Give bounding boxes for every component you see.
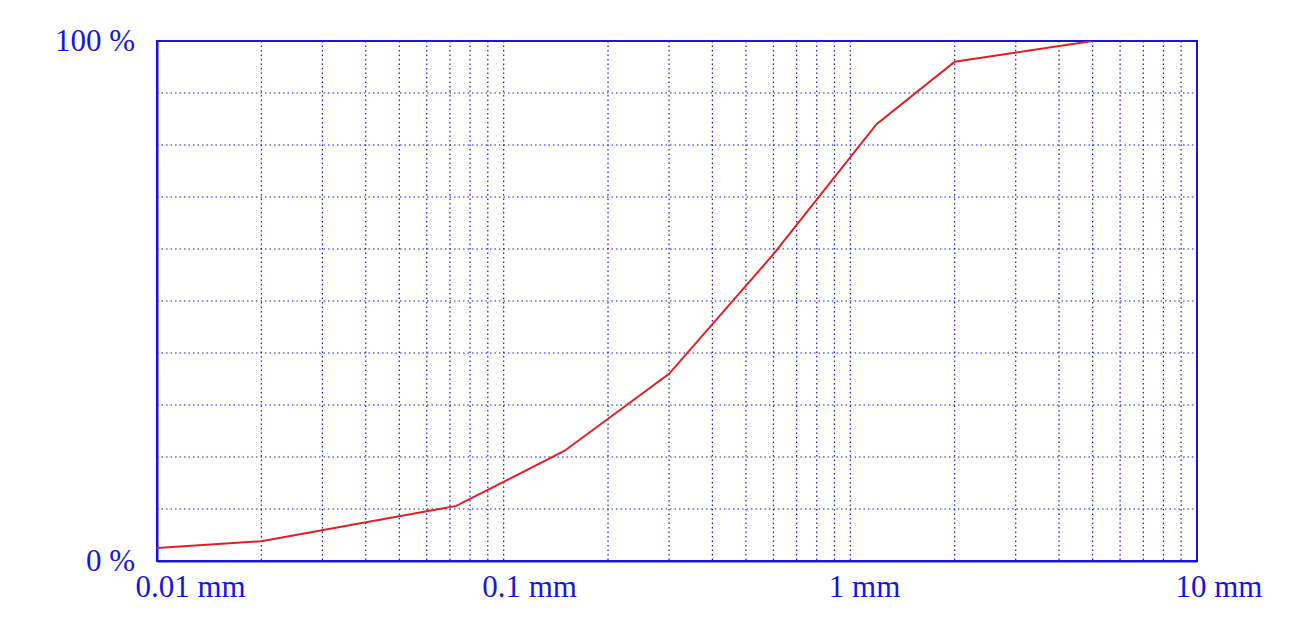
plot-frame xyxy=(157,41,1197,561)
y-tick: 100 % xyxy=(55,23,157,58)
y-grid-line xyxy=(157,92,1197,93)
y-grid-line xyxy=(157,196,1197,197)
y-grid-line xyxy=(157,248,1197,249)
y-grid-line xyxy=(157,300,1197,301)
x-tick: 0.1 mm xyxy=(482,561,577,604)
x-tick-label: 0.01 mm xyxy=(136,569,246,604)
x-tick-label: 0.1 mm xyxy=(482,569,577,604)
x-tick-label: 1 mm xyxy=(829,569,900,604)
minor-grid-line xyxy=(469,41,470,561)
grid xyxy=(157,41,1197,561)
x-tick: 10 mm xyxy=(1176,561,1263,604)
minor-grid-line xyxy=(834,41,835,561)
chart: 0.01 mm 0.1 mm 1 mm 10 mm 0 % 100 % xyxy=(0,0,1308,631)
y-grid-line xyxy=(157,352,1197,353)
y-tick-label: 100 % xyxy=(55,23,135,58)
minor-grid-line xyxy=(1163,41,1164,561)
y-tick-label: 0 % xyxy=(86,543,135,578)
minor-grid-line xyxy=(816,41,817,561)
x-tick-label: 10 mm xyxy=(1176,569,1263,604)
x-tick: 0.01 mm xyxy=(136,561,246,604)
minor-grid-line xyxy=(487,41,488,561)
y-axis: 0 % 100 % xyxy=(55,23,158,578)
minor-grid-line xyxy=(1181,41,1182,561)
y-grid-line xyxy=(157,144,1197,145)
minor-grid-line xyxy=(399,41,400,561)
y-grid-line xyxy=(157,508,1197,509)
y-grid-line xyxy=(157,456,1197,457)
minor-grid-line xyxy=(1015,41,1016,561)
data-line xyxy=(157,41,1093,548)
minor-grid-line xyxy=(668,41,669,561)
plot: 0.01 mm 0.1 mm 1 mm 10 mm 0 % 100 % xyxy=(55,23,1263,604)
x-axis: 0.01 mm 0.1 mm 1 mm 10 mm xyxy=(136,561,1263,604)
minor-grid-line xyxy=(745,41,746,561)
minor-grid-line xyxy=(322,41,323,561)
y-tick: 0 % xyxy=(86,543,157,578)
series xyxy=(157,41,1093,548)
y-grid-line xyxy=(157,404,1197,405)
minor-grid-line xyxy=(1058,41,1059,561)
x-tick: 1 mm xyxy=(829,561,900,604)
